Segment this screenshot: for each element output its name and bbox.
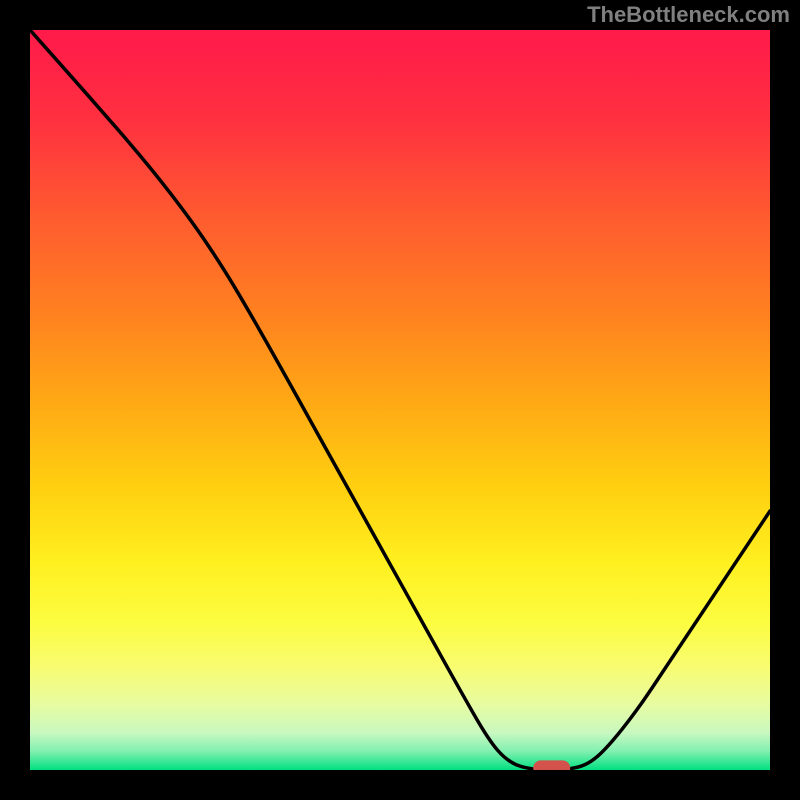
- bottleneck-chart: TheBottleneck.com: [0, 0, 800, 800]
- optimal-marker: [533, 760, 570, 775]
- watermark-text: TheBottleneck.com: [587, 2, 790, 28]
- chart-svg: [0, 0, 800, 800]
- plot-background: [30, 30, 770, 770]
